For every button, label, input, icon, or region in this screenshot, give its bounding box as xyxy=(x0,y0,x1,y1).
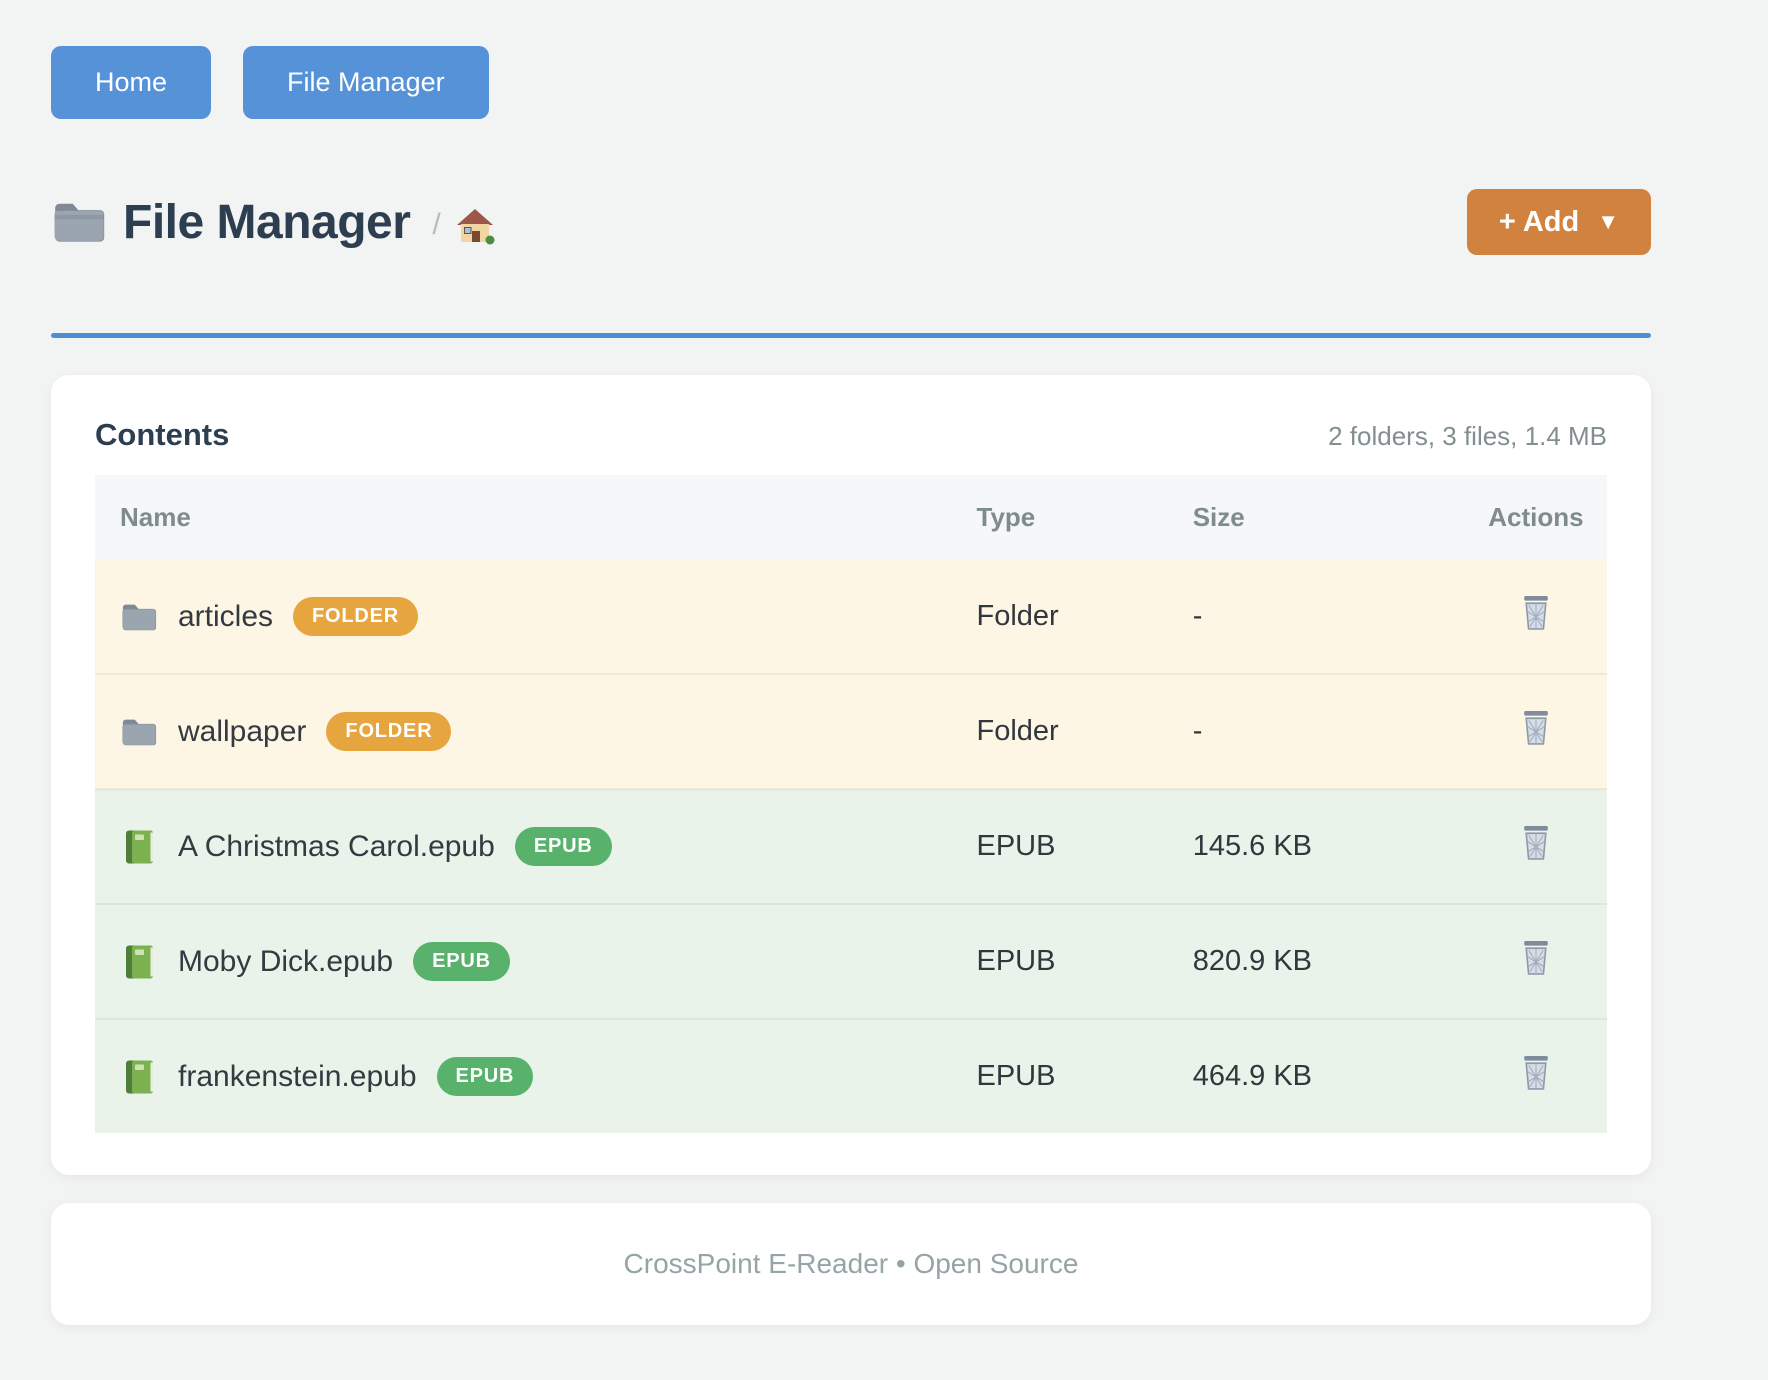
type-badge: FOLDER xyxy=(293,597,419,636)
type-cell: EPUB xyxy=(976,788,1193,904)
footer: CrossPoint E-Reader • Open Source xyxy=(51,1203,1651,1325)
trash-icon xyxy=(1520,711,1552,749)
file-table: Name Type Size Actions xyxy=(95,475,1607,1133)
column-header-size: Size xyxy=(1192,502,1245,532)
name-cell: Moby Dick.epub EPUB xyxy=(120,942,977,981)
table-row: A Christmas Carol.epub EPUB EPUB 145.6 K… xyxy=(95,788,1607,904)
file-name-link[interactable]: A Christmas Carol.epub xyxy=(178,829,495,863)
trash-icon xyxy=(1520,596,1552,634)
book-icon xyxy=(120,829,158,865)
folder-icon xyxy=(120,599,158,635)
size-cell: 820.9 KB xyxy=(1192,903,1465,1019)
trash-icon xyxy=(1520,1056,1552,1094)
card-title: Contents xyxy=(95,417,230,452)
size-cell: 145.6 KB xyxy=(1192,788,1465,904)
delete-button[interactable] xyxy=(1520,939,1552,979)
add-button-label: + Add xyxy=(1498,205,1580,238)
page-header: File Manager / + Add ▼ xyxy=(51,177,1651,267)
contents-summary: 2 folders, 3 files, 1.4 MB xyxy=(1328,421,1607,451)
delete-button[interactable] xyxy=(1520,709,1552,749)
size-cell: - xyxy=(1192,600,1203,632)
size-cell: 464.9 KB xyxy=(1192,1018,1465,1133)
caret-down-icon: ▼ xyxy=(1597,209,1619,234)
delete-button[interactable] xyxy=(1520,824,1552,864)
nav-home-button[interactable]: Home xyxy=(51,46,212,119)
title-group: File Manager / xyxy=(51,195,495,250)
trash-icon xyxy=(1520,826,1552,864)
column-header-type: Type xyxy=(976,502,1036,532)
table-row: frankenstein.epub EPUB EPUB 464.9 KB xyxy=(95,1018,1607,1133)
type-badge: EPUB xyxy=(436,1057,534,1096)
table-row: articles FOLDER Folder - xyxy=(95,560,1607,674)
title-underline xyxy=(51,333,1651,338)
home-icon[interactable] xyxy=(455,207,495,245)
table-header-row: Name Type Size Actions xyxy=(95,475,1607,560)
page: Home File Manager File Manager / xyxy=(51,0,1651,1325)
file-name-link[interactable]: articles xyxy=(178,599,274,633)
trash-icon xyxy=(1520,941,1552,979)
footer-text: CrossPoint E-Reader • Open Source xyxy=(623,1248,1079,1279)
name-cell: articles FOLDER xyxy=(120,597,977,636)
nav-file-manager-button[interactable]: File Manager xyxy=(243,46,489,119)
type-cell: EPUB xyxy=(976,1018,1193,1133)
folder-icon xyxy=(120,714,158,750)
contents-card: Contents 2 folders, 3 files, 1.4 MB Name… xyxy=(51,375,1651,1175)
table-row: wallpaper FOLDER Folder - xyxy=(95,673,1607,789)
file-name-link[interactable]: wallpaper xyxy=(178,714,307,748)
type-badge: EPUB xyxy=(413,942,510,981)
table-row: Moby Dick.epub EPUB EPUB 820.9 KB xyxy=(95,903,1607,1019)
type-badge: EPUB xyxy=(514,827,612,866)
file-name-link[interactable]: Moby Dick.epub xyxy=(178,944,394,978)
contents-card-header: Contents 2 folders, 3 files, 1.4 MB xyxy=(95,417,1607,453)
page-title: File Manager xyxy=(123,195,411,249)
name-cell: A Christmas Carol.epub EPUB xyxy=(120,827,977,866)
type-cell: Folder xyxy=(976,673,1193,789)
book-icon xyxy=(120,944,158,980)
breadcrumb-separator: / xyxy=(432,208,441,241)
name-cell: wallpaper FOLDER xyxy=(120,712,977,751)
add-button[interactable]: + Add ▼ xyxy=(1466,189,1651,255)
delete-button[interactable] xyxy=(1520,594,1552,634)
top-navigation: Home File Manager xyxy=(51,46,1651,119)
file-name-link[interactable]: frankenstein.epub xyxy=(178,1059,417,1093)
size-cell: - xyxy=(1192,673,1465,789)
delete-button[interactable] xyxy=(1520,1054,1552,1094)
book-icon xyxy=(120,1059,158,1095)
type-badge: FOLDER xyxy=(326,712,452,751)
type-cell: EPUB xyxy=(976,903,1193,1019)
column-header-actions: Actions xyxy=(1488,502,1584,532)
type-cell: Folder xyxy=(976,600,1059,632)
name-cell: frankenstein.epub EPUB xyxy=(120,1057,977,1096)
column-header-name: Name xyxy=(120,502,191,532)
folder-icon xyxy=(51,198,107,246)
